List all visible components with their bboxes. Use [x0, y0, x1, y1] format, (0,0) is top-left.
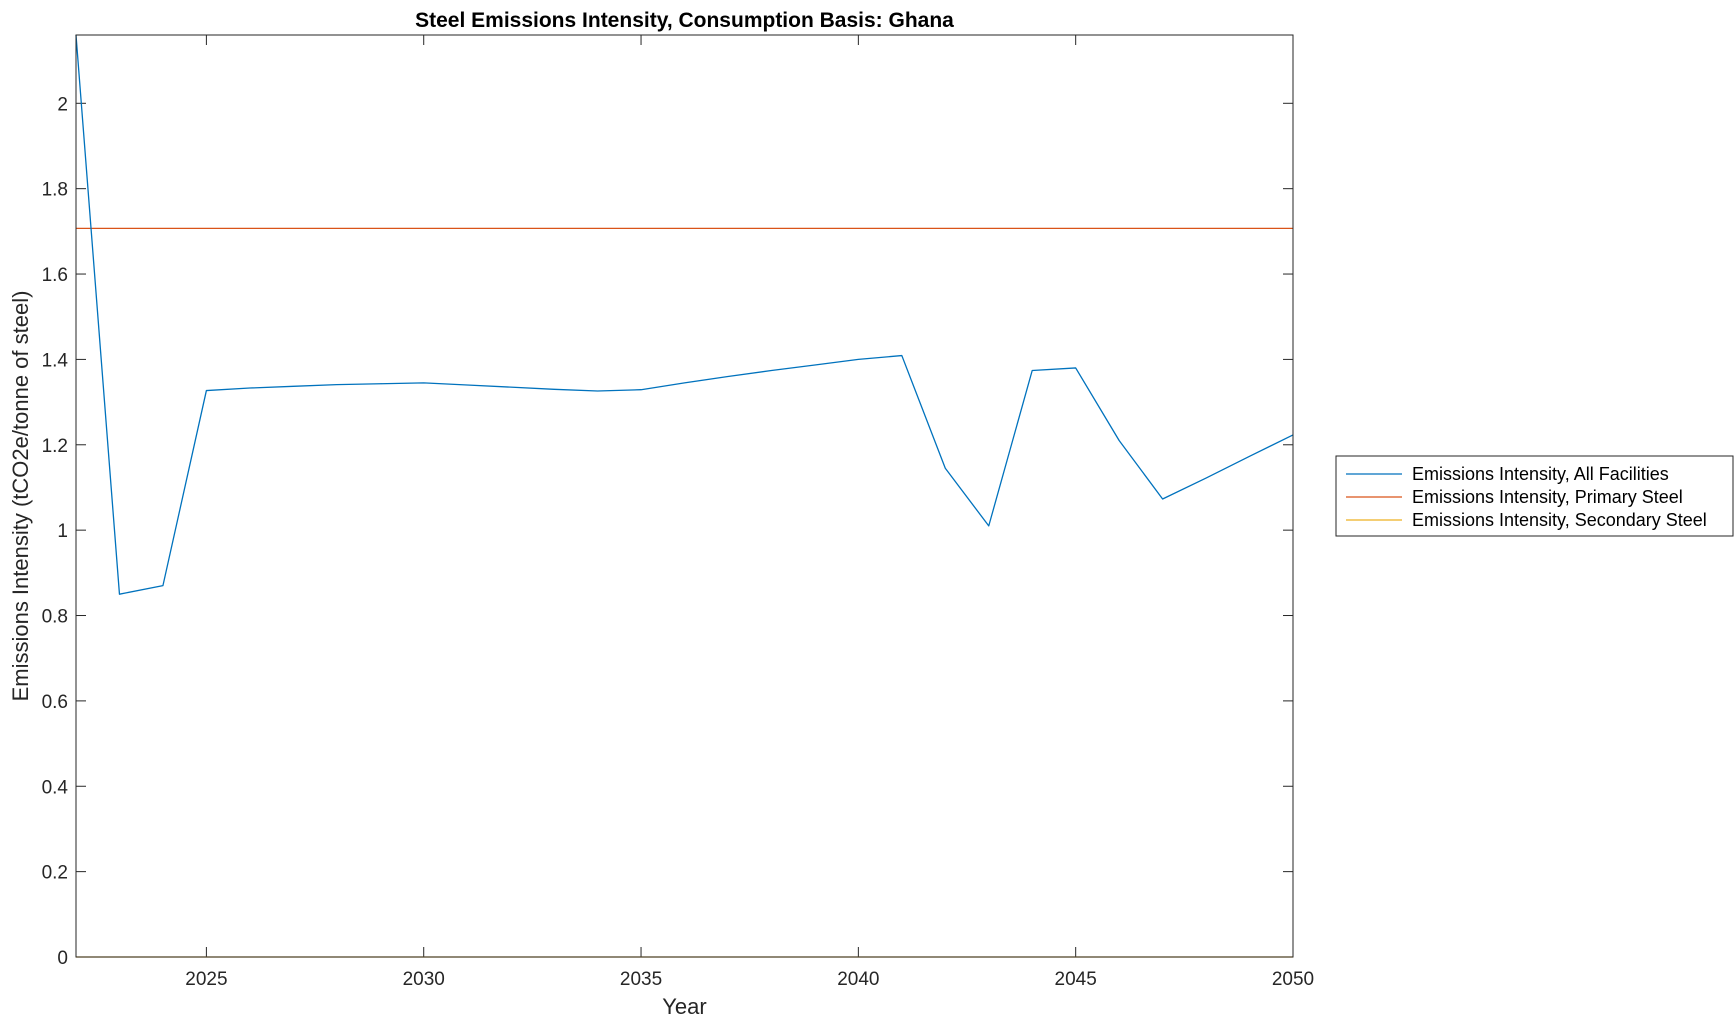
series-line-0: [75, 34, 1294, 595]
y-axis-title: Emissions Intensity (tCO2e/tonne of stee…: [8, 291, 33, 702]
legend-label: Emissions Intensity, Secondary Steel: [1412, 510, 1707, 530]
x-tick-label: 2025: [185, 969, 227, 990]
y-tick-label: 0.4: [42, 777, 69, 798]
x-tick-label: 2030: [403, 969, 445, 990]
chart-title: Steel Emissions Intensity, Consumption B…: [415, 9, 954, 32]
legend: Emissions Intensity, All Facilities Emiss…: [1335, 455, 1734, 537]
y-tick-label: 0.2: [42, 863, 68, 884]
y-tick-label: 2: [57, 94, 68, 115]
x-tick-label: 2045: [1055, 969, 1097, 990]
x-tick-label: 2050: [1272, 969, 1314, 990]
plot-lines: [75, 34, 1294, 958]
x-axis-title: Year: [662, 994, 706, 1019]
y-tick-label: 1: [57, 521, 68, 542]
legend-label: Emissions Intensity, Primary Steel: [1412, 487, 1683, 507]
x-tick-label: 2035: [620, 969, 662, 990]
y-tick-label: 1.2: [42, 436, 68, 457]
y-tick-label: 1.8: [42, 180, 68, 201]
y-tick-label: 0: [57, 948, 68, 969]
y-tick-label: 1.6: [42, 265, 68, 286]
axis-ticks: 2025 2030 2035 2040 2045 2050 0 0.2 0.4 0.6 0.8 1 1.…: [42, 35, 1314, 990]
legend-box: [1335, 455, 1734, 537]
y-tick-label: 0.8: [42, 607, 68, 628]
x-tick-label: 2040: [837, 969, 879, 990]
plot-area-frame: [75, 34, 1294, 958]
y-tick-label: 1.4: [42, 350, 69, 371]
y-tick-label: 0.6: [42, 692, 68, 713]
legend-label: Emissions Intensity, All Facilities: [1412, 464, 1669, 484]
